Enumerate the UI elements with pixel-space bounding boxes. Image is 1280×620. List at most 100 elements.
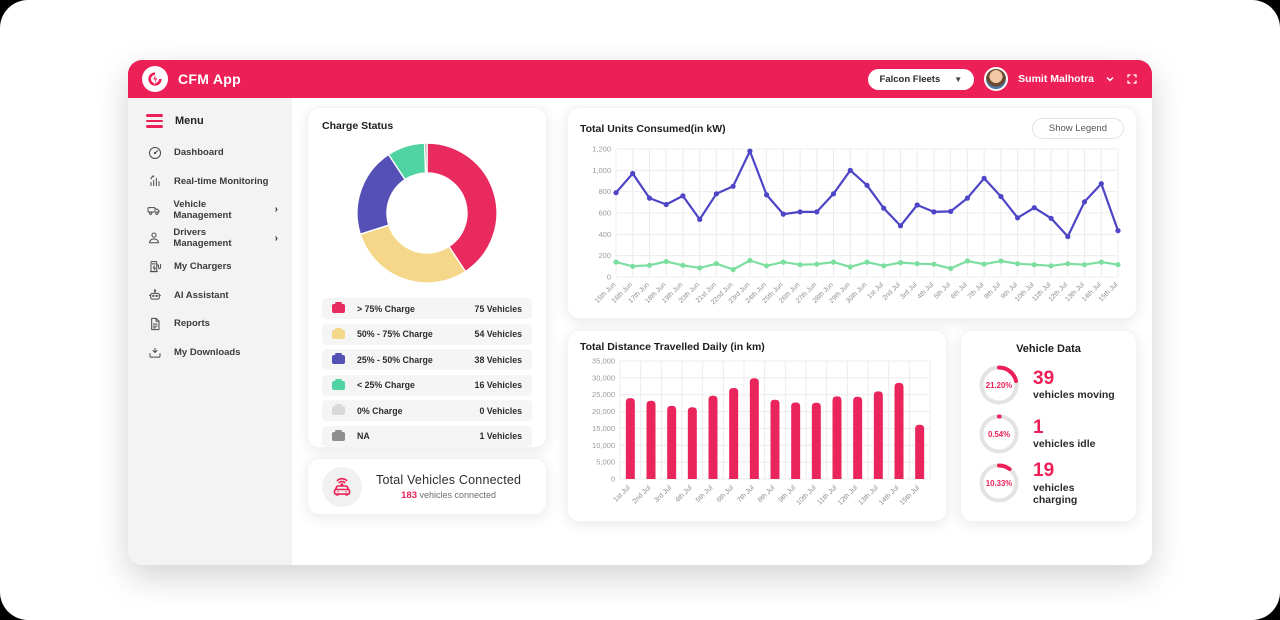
- sidebar-item-my-downloads[interactable]: My Downloads: [146, 343, 292, 361]
- hamburger-menu-icon[interactable]: [146, 114, 163, 128]
- stat-percent: 0.54%: [987, 429, 1011, 439]
- svg-text:1,000: 1,000: [592, 166, 611, 175]
- vehicles-connected-count: 183 vehicles connected: [401, 489, 497, 501]
- svg-text:5,000: 5,000: [596, 458, 615, 467]
- main-content: Charge Status > 75% Charge 75 Vehicles 50%…: [292, 98, 1152, 565]
- sidebar-item-label: My Chargers: [174, 261, 232, 273]
- svg-text:6th Jul: 6th Jul: [716, 484, 736, 504]
- sidebar-item-label: AI Assistant: [174, 289, 229, 301]
- svg-text:10th Jul: 10th Jul: [795, 484, 818, 507]
- charge-legend-row[interactable]: 0% Charge 0 Vehicles: [322, 400, 532, 421]
- sidebar-item-label: Vehicle Management: [173, 198, 232, 221]
- svg-text:15th Jul: 15th Jul: [899, 484, 922, 507]
- distance-travelled-card: Total Distance Travelled Daily (in km) 0…: [567, 330, 947, 522]
- svg-text:25,000: 25,000: [592, 390, 615, 399]
- donut-slice[interactable]: [426, 142, 498, 273]
- svg-text:0: 0: [611, 475, 615, 484]
- charge-legend-row[interactable]: 25% - 50% Charge 38 Vehicles: [322, 349, 532, 370]
- svg-text:2nd Jul: 2nd Jul: [631, 484, 652, 505]
- avatar[interactable]: [984, 67, 1009, 91]
- units-consumed-title: Total Units Consumed(in kW): [580, 122, 726, 135]
- vehicle-data-card: Vehicle Data 21.20% 39 vehicles moving 0.54…: [960, 330, 1137, 522]
- report-icon: [146, 315, 163, 332]
- user-name: Sumit Malhotra: [1018, 73, 1094, 85]
- sidebar-item-label: Drivers Management: [173, 227, 232, 250]
- svg-text:14th Jul: 14th Jul: [878, 484, 901, 507]
- stat-label: vehicles moving: [1033, 389, 1115, 402]
- donut-slice[interactable]: [359, 224, 467, 284]
- svg-text:20,000: 20,000: [592, 407, 615, 416]
- sidebar-item-ai-assistant[interactable]: AI Assistant: [146, 286, 292, 304]
- legend-value: 54 Vehicles: [474, 329, 522, 339]
- sidebar-item-label: Real-time Monitoring: [174, 175, 269, 187]
- svg-text:6th Jul: 6th Jul: [950, 281, 969, 300]
- svg-text:7th Jul: 7th Jul: [966, 281, 985, 300]
- sidebar-item-drivers-management[interactable]: Drivers Management ›: [146, 227, 292, 250]
- distance-bar: [687, 407, 697, 479]
- vehicle-stat-row: 0.54% 1 vehicles idle: [977, 412, 1120, 456]
- distance-bar: [770, 399, 780, 479]
- svg-text:600: 600: [598, 209, 611, 218]
- distance-bar: [667, 405, 677, 479]
- distance-bar: [811, 402, 821, 479]
- svg-text:8th Jul: 8th Jul: [983, 281, 1002, 300]
- stat-value: 39: [1033, 367, 1055, 389]
- donut-slice[interactable]: [423, 142, 428, 174]
- distance-bar: [791, 402, 801, 479]
- dashboard-icon: [146, 144, 163, 161]
- sidebar-item-label: Reports: [174, 318, 210, 330]
- chevron-right-icon: ›: [274, 204, 278, 216]
- vehicle-stat-row: 21.20% 39 vehicles moving: [977, 363, 1120, 407]
- distance-travelled-title: Total Distance Travelled Daily (in km): [580, 341, 765, 353]
- progress-ring: 21.20%: [977, 363, 1021, 407]
- sidebar-item-label: Dashboard: [174, 147, 224, 159]
- robot-icon: [146, 287, 163, 304]
- distance-bar: [729, 387, 739, 479]
- monitoring-icon: [146, 173, 163, 190]
- sidebar-item-vehicle-management[interactable]: Vehicle Management ›: [146, 198, 292, 221]
- charge-legend-row[interactable]: NA 1 Vehicles: [322, 425, 532, 447]
- vehicles-connected-title: Total Vehicles Connected: [376, 472, 522, 487]
- svg-text:1st Jul: 1st Jul: [612, 484, 632, 504]
- charge-legend-row[interactable]: < 25% Charge 16 Vehicles: [322, 374, 532, 396]
- charge-legend-row[interactable]: 50% - 75% Charge 54 Vehicles: [322, 323, 532, 345]
- sidebar-item-dashboard[interactable]: Dashboard: [146, 144, 292, 162]
- charge-legend-row[interactable]: > 75% Charge 75 Vehicles: [322, 298, 532, 319]
- top-header: CFM App Falcon Fleets ▼ Sumit Malhotra: [128, 60, 1152, 98]
- svg-text:200: 200: [598, 251, 611, 260]
- fullscreen-icon[interactable]: [1126, 73, 1138, 85]
- distance-bar: [708, 395, 718, 479]
- battery-icon: [332, 378, 345, 390]
- legend-value: 38 Vehicles: [474, 354, 522, 365]
- chevron-down-icon: ▼: [954, 74, 963, 84]
- svg-text:35,000: 35,000: [592, 357, 615, 366]
- fleet-selector-dropdown[interactable]: Falcon Fleets ▼: [867, 68, 975, 90]
- svg-text:13th Jul: 13th Jul: [857, 484, 880, 507]
- sidebar-item-my-chargers[interactable]: My Chargers: [146, 258, 292, 276]
- charger-icon: [146, 258, 163, 275]
- stat-value: 1: [1033, 416, 1044, 438]
- legend-label: 0% Charge: [357, 405, 403, 416]
- stat-percent: 10.33%: [985, 478, 1013, 488]
- svg-text:4th Jul: 4th Jul: [916, 281, 935, 300]
- legend-label: < 25% Charge: [357, 380, 415, 390]
- distance-bar: [853, 396, 863, 479]
- chevron-right-icon: ›: [274, 232, 278, 244]
- user-menu-chevron-icon[interactable]: [1104, 73, 1116, 85]
- sidebar-item-label: My Downloads: [174, 346, 241, 358]
- svg-text:4th Jul: 4th Jul: [674, 484, 694, 504]
- charge-status-donut-chart: [356, 142, 498, 284]
- legend-value: 0 Vehicles: [479, 405, 522, 416]
- vehicles-connected-card: Total Vehicles Connected 183 vehicles co…: [307, 458, 547, 515]
- sidebar: Menu Dashboard Real-time Monitoring Vehicl…: [128, 98, 292, 565]
- charge-status-card: Charge Status > 75% Charge 75 Vehicles 50%…: [307, 107, 547, 448]
- progress-ring: 10.33%: [977, 461, 1021, 505]
- svg-text:3rd Jul: 3rd Jul: [653, 484, 673, 504]
- distance-bar: [625, 398, 635, 479]
- show-legend-button[interactable]: Show Legend: [1031, 118, 1124, 139]
- sidebar-item-real-time-monitoring[interactable]: Real-time Monitoring: [146, 172, 292, 190]
- sidebar-item-reports[interactable]: Reports: [146, 315, 292, 333]
- vehicle-data-title: Vehicle Data: [1016, 343, 1081, 355]
